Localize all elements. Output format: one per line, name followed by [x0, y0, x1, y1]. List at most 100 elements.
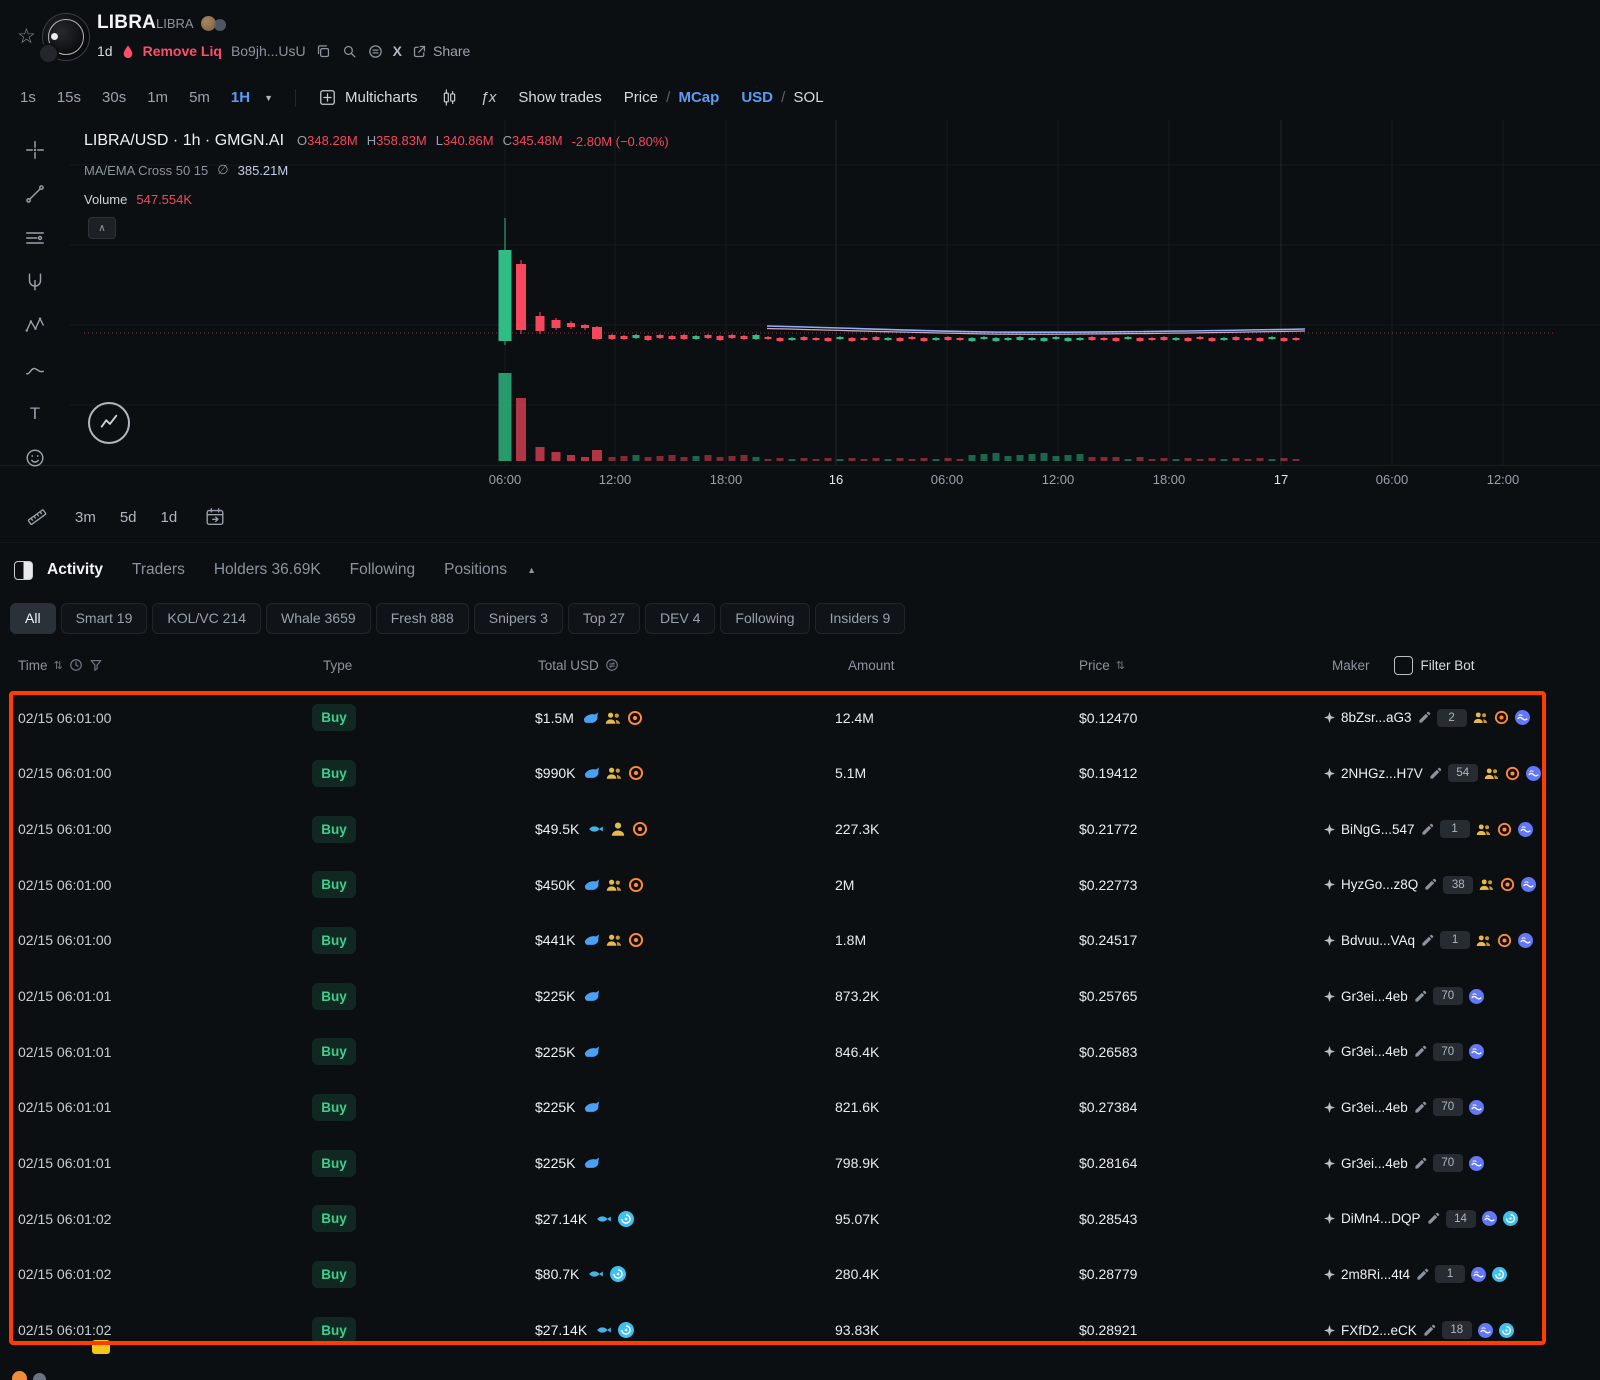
trade-row[interactable]: 02/15 06:01:00 Buy $1.5M 12.4M $0.12470 8bZsr… — [0, 690, 1600, 746]
trade-row[interactable]: 02/15 06:01:00 Buy $441K 1.8M $0.24517 Bdvuu.… — [0, 913, 1600, 969]
brush-tool-icon[interactable] — [23, 358, 47, 382]
time-filter-funnel-icon[interactable] — [89, 658, 103, 672]
range-3m-button[interactable]: 3m — [75, 508, 96, 526]
trade-row[interactable]: 02/15 06:01:01 Buy $225K 873.2K $0.25765 Gr3e… — [0, 968, 1600, 1024]
trade-row[interactable]: 02/15 06:01:01 Buy $225K 821.6K $0.27384 Gr3e… — [0, 1080, 1600, 1136]
range-5d-button[interactable]: 5d — [119, 508, 137, 526]
tab-activity[interactable]: Activity — [47, 561, 103, 578]
edit-note-icon[interactable] — [1414, 1157, 1427, 1170]
chart-x-axis[interactable]: 06:00 12:00 18:00 16 06:00 12:00 18:00 17 06:00 1… — [0, 465, 1600, 493]
timeframe-1s[interactable]: 1s — [20, 89, 36, 106]
trade-row[interactable]: 02/15 06:01:00 Buy $49.5K 227.3K $0.21772 BiN… — [0, 801, 1600, 857]
edit-note-icon[interactable] — [1427, 1212, 1440, 1225]
usd-option[interactable]: USD — [741, 89, 773, 106]
clock-icon[interactable] — [69, 658, 83, 672]
edit-note-icon[interactable] — [1414, 1045, 1427, 1058]
trade-row[interactable]: 02/15 06:01:02 Buy $80.7K 280.4K $0.28779 2m8… — [0, 1247, 1600, 1303]
filter-pill-kol-vc-214[interactable]: KOL/VC 214 — [152, 602, 261, 634]
timeframe-30s[interactable]: 30s — [102, 89, 127, 106]
fish-icon — [588, 821, 604, 837]
filter-pill-dev-4[interactable]: DEV 4 — [644, 602, 716, 634]
mcap-option[interactable]: MCap — [678, 89, 720, 106]
edit-note-icon[interactable] — [1421, 934, 1434, 947]
trade-row[interactable]: 02/15 06:01:01 Buy $225K 798.9K $0.28164 Gr3e… — [0, 1135, 1600, 1191]
search-icon[interactable] — [341, 43, 358, 60]
pitchfork-tool-icon[interactable] — [23, 270, 47, 294]
multicharts-button[interactable]: Multicharts — [318, 88, 418, 107]
text-tool-icon[interactable]: T — [29, 404, 41, 423]
maker-address[interactable]: Bdvuu...VAq — [1341, 932, 1416, 948]
share-button[interactable]: Share — [411, 43, 470, 60]
sort-filter-icon[interactable] — [367, 43, 384, 60]
time-sort-icon[interactable]: ⇅ — [53, 659, 63, 672]
filter-bot-checkbox[interactable] — [1393, 655, 1413, 675]
crosshair-tool-icon[interactable] — [23, 138, 47, 162]
edit-note-icon[interactable] — [1414, 990, 1427, 1003]
copy-address-icon[interactable] — [315, 43, 332, 60]
indicator-hide-icon[interactable]: ∅ — [217, 162, 229, 177]
token-address[interactable]: Bo9jh...UsU — [230, 43, 306, 59]
edit-note-icon[interactable] — [1414, 1101, 1427, 1114]
maker-address[interactable]: FXfD2...eCK — [1341, 1322, 1417, 1338]
filter-pill-smart-19[interactable]: Smart 19 — [60, 602, 148, 634]
ruler-tool-icon[interactable] — [25, 505, 49, 529]
timeframe-1h[interactable]: 1H — [230, 89, 251, 106]
pattern-tool-icon[interactable] — [23, 314, 47, 338]
filter-pill-snipers-3[interactable]: Snipers 3 — [473, 602, 563, 634]
legend-collapse-button[interactable]: ∧ — [88, 217, 116, 239]
currency-toggle-icon[interactable] — [605, 658, 619, 672]
tab-holders-36-69k[interactable]: Holders 36.69K — [213, 561, 321, 578]
trendline-tool-icon[interactable] — [23, 182, 47, 206]
sol-option[interactable]: SOL — [793, 89, 824, 106]
filter-pill-top-27[interactable]: Top 27 — [567, 602, 640, 634]
tab-following[interactable]: Following — [349, 561, 416, 578]
panel-toggle-icon[interactable] — [14, 560, 33, 580]
emoji-tool-icon[interactable] — [23, 446, 47, 470]
trade-row[interactable]: 02/15 06:01:02 Buy $27.14K 93.83K $0.28921 FX… — [0, 1302, 1600, 1358]
timeframe-15s[interactable]: 15s — [56, 89, 82, 106]
goto-date-icon[interactable] — [203, 505, 227, 529]
candle-style-icon[interactable] — [440, 88, 459, 107]
horizontal-lines-tool-icon[interactable] — [23, 226, 47, 250]
maker-address[interactable]: HyzGo...z8Q — [1341, 877, 1419, 893]
edit-note-icon[interactable] — [1416, 1268, 1429, 1281]
range-1d-button[interactable]: 1d — [160, 508, 178, 526]
trade-row[interactable]: 02/15 06:01:00 Buy $450K 2M $0.22773 HyzGo...… — [0, 857, 1600, 913]
filter-pill-fresh-888[interactable]: Fresh 888 — [375, 602, 469, 634]
remove-liq-label[interactable]: Remove Liq — [142, 43, 222, 59]
maker-address[interactable]: DiMn4...DQP — [1341, 1211, 1421, 1227]
indicators-fx-icon[interactable]: ƒx — [480, 89, 497, 106]
maker-address[interactable]: 2NHGz...H7V — [1341, 765, 1423, 781]
price-option[interactable]: Price — [623, 89, 658, 106]
price-sort-icon[interactable]: ⇅ — [1115, 659, 1125, 672]
maker-address[interactable]: 8bZsr...aG3 — [1341, 710, 1412, 726]
maker-address[interactable]: Gr3ei...4eb — [1341, 1099, 1408, 1115]
edit-note-icon[interactable] — [1429, 767, 1442, 780]
trade-row[interactable]: 02/15 06:01:00 Buy $990K 5.1M $0.19412 2NHGz.… — [0, 746, 1600, 802]
timeframe-dropdown-caret-icon[interactable]: ▼ — [264, 92, 274, 103]
twitter-x-icon[interactable]: X — [392, 43, 402, 59]
timeframe-5m[interactable]: 5m — [189, 89, 210, 106]
maker-address[interactable]: Gr3ei...4eb — [1341, 1044, 1408, 1060]
maker-address[interactable]: 2m8Ri...4t4 — [1341, 1266, 1411, 1282]
maker-address[interactable]: Gr3ei...4eb — [1341, 988, 1408, 1004]
edit-note-icon[interactable] — [1421, 823, 1434, 836]
tab-positions[interactable]: Positions — [444, 561, 508, 578]
filter-pill-following[interactable]: Following — [720, 602, 810, 634]
filter-pill-all[interactable]: All — [10, 602, 56, 634]
tab-traders[interactable]: Traders — [132, 561, 185, 578]
timeframe-1m[interactable]: 1m — [147, 89, 169, 106]
maker-address[interactable]: BiNgG...547 — [1341, 821, 1415, 837]
collapse-panel-caret-icon[interactable]: ▲ — [527, 565, 536, 575]
filter-pill-whale-3659[interactable]: Whale 3659 — [265, 602, 371, 634]
favorite-star-icon[interactable]: ☆ — [17, 25, 36, 48]
edit-note-icon[interactable] — [1418, 711, 1431, 724]
show-trades-button[interactable]: Show trades — [518, 89, 602, 106]
price-chart-canvas[interactable] — [0, 120, 1600, 465]
edit-note-icon[interactable] — [1424, 878, 1437, 891]
filter-pill-insiders-9[interactable]: Insiders 9 — [814, 602, 906, 634]
trade-row[interactable]: 02/15 06:01:01 Buy $225K 846.4K $0.26583 Gr3e… — [0, 1024, 1600, 1080]
trade-row[interactable]: 02/15 06:01:02 Buy $27.14K 95.07K $0.28543 Di… — [0, 1191, 1600, 1247]
edit-note-icon[interactable] — [1423, 1324, 1436, 1337]
maker-address[interactable]: Gr3ei...4eb — [1341, 1155, 1408, 1171]
